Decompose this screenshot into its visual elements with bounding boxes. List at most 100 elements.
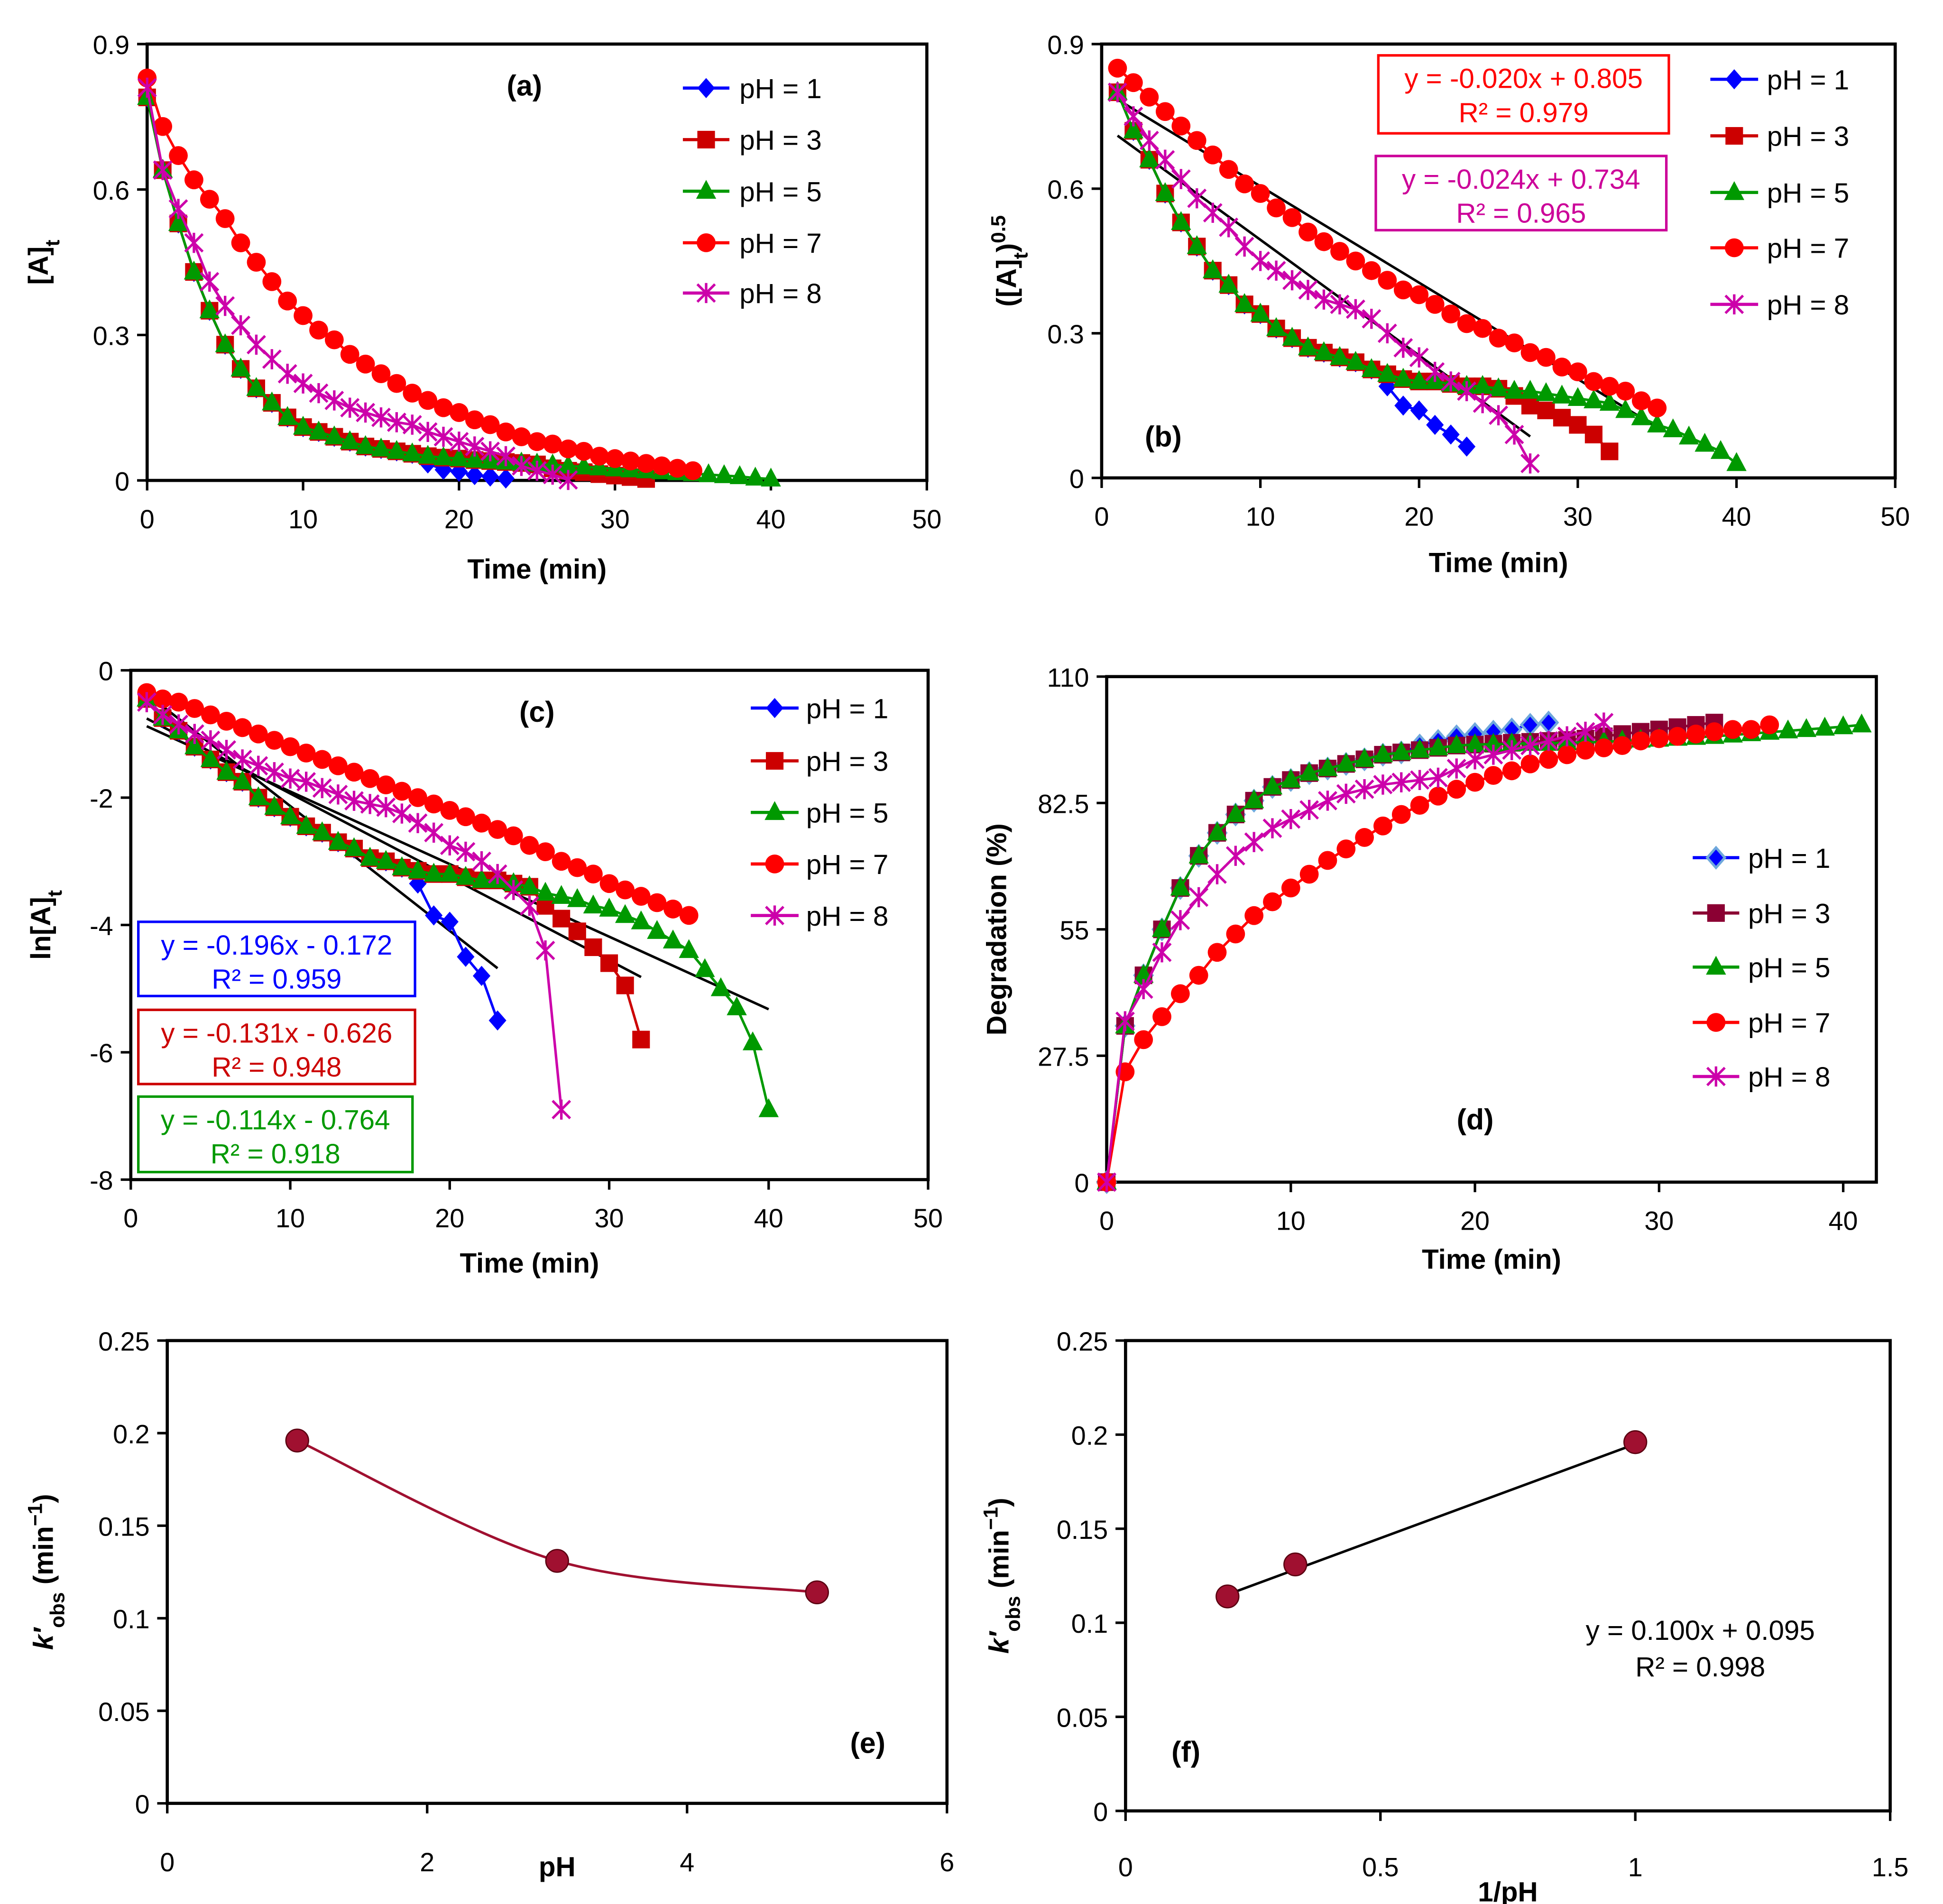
legend-label: pH = 3 [1767, 121, 1849, 152]
diamond-marker [497, 468, 515, 489]
circle-marker [185, 699, 204, 718]
y-tick-label: 0.6 [1047, 175, 1084, 204]
square-marker [1553, 409, 1571, 427]
legend-label: pH = 1 [806, 693, 888, 724]
star-marker [1115, 1011, 1135, 1031]
circle-marker [1108, 58, 1127, 78]
star-marker [1330, 294, 1350, 315]
diamond-marker [1410, 400, 1428, 421]
star-marker [371, 407, 391, 428]
circle-marker [663, 900, 682, 919]
circle-marker [440, 800, 460, 820]
triangle-marker [199, 299, 220, 319]
circle-marker [1520, 343, 1540, 362]
star-marker [293, 373, 313, 394]
star-marker [1282, 270, 1302, 291]
star-marker [387, 412, 406, 432]
star-marker [1425, 361, 1445, 382]
triangle-marker [216, 761, 237, 780]
y-axis-label-part: ) [984, 1498, 1015, 1507]
star-marker [340, 397, 360, 418]
x-tick-label: 4 [680, 1848, 694, 1877]
circle-marker [527, 432, 547, 451]
triangle-marker [1282, 327, 1302, 346]
x-tick-label: 50 [913, 1204, 943, 1233]
square-marker [697, 130, 715, 149]
equation-box [137, 920, 416, 997]
triangle-marker [296, 815, 316, 834]
triangle-marker [1464, 733, 1485, 753]
star-marker [1473, 393, 1492, 414]
panel-d: 0 10 20 30 40 0 27.5 55 82.5 110 Time (min) Degrada… [981, 663, 1878, 1275]
star-marker [232, 749, 252, 770]
circle-marker [1134, 1030, 1153, 1049]
legend-label: pH = 5 [739, 176, 821, 207]
star-marker [1225, 846, 1245, 866]
circle-marker [465, 410, 484, 430]
square-marker [600, 954, 618, 972]
triangle-marker [710, 977, 731, 996]
x-tick-label: 10 [288, 505, 318, 534]
legend-label: pH = 1 [1748, 843, 1830, 874]
y-tick-label: 82.5 [1038, 789, 1089, 819]
star-marker [488, 864, 507, 884]
triangle-marker [1314, 341, 1334, 360]
circle-marker [1355, 828, 1374, 847]
triangle-marker [1171, 211, 1191, 230]
star-marker [169, 714, 189, 735]
triangle-marker [1726, 452, 1747, 471]
equation-text: y = -0.196x - 0.172 [161, 930, 392, 961]
triangle-marker [1345, 350, 1366, 370]
star-marker [440, 835, 460, 855]
triangle-marker [1393, 368, 1414, 387]
triangle-marker [714, 464, 735, 483]
star-marker [558, 469, 578, 490]
circle-marker [278, 291, 297, 311]
x-tick-label: 30 [600, 505, 630, 534]
x-tick-label: 0 [1099, 1206, 1114, 1236]
circle-marker [1140, 87, 1159, 107]
y-axis-label: k′obs (min−1) [979, 1498, 1024, 1654]
legend-item: pH = 8 [682, 278, 822, 309]
y-tick-label: 0 [99, 657, 113, 686]
x-tick-label: 0.5 [1362, 1853, 1399, 1882]
star-marker [296, 772, 316, 792]
star-marker [392, 803, 412, 824]
circle-marker [652, 456, 672, 476]
square-marker [553, 910, 571, 928]
triangle-marker [1472, 375, 1493, 394]
circle-marker [1649, 729, 1669, 748]
triangle-marker [407, 859, 428, 879]
legend-item: pH = 7 [1693, 1008, 1830, 1039]
triangle-marker [583, 894, 604, 914]
circle-marker [1362, 261, 1381, 280]
star-marker [1170, 910, 1190, 930]
star-marker [1724, 294, 1744, 315]
circle-marker [568, 858, 587, 877]
y-tick-label: 0 [135, 1790, 150, 1819]
circle-marker [169, 692, 188, 712]
star-marker [1409, 347, 1429, 368]
triangle-marker [232, 770, 253, 790]
circle-marker [418, 391, 438, 410]
circle-marker [309, 321, 328, 340]
circle-marker [153, 690, 172, 708]
star-marker [1152, 942, 1172, 963]
x-axis-label: Time (min) [1429, 548, 1568, 579]
circle-marker [621, 451, 640, 471]
y-axis-label-part: 0.5 [987, 215, 1009, 243]
star-marker [360, 794, 380, 814]
triangle-marker [359, 846, 380, 866]
series-ph-5 [137, 688, 779, 1117]
star-marker [231, 315, 250, 336]
y-axis-label-part: k′ [984, 1630, 1015, 1654]
triangle-marker [1155, 182, 1176, 201]
x-tick-label: 30 [1644, 1206, 1674, 1236]
diamond-marker [466, 465, 484, 486]
triangle-marker [344, 837, 364, 856]
star-marker [1298, 280, 1318, 300]
circle-marker [668, 459, 687, 478]
circle-marker [265, 731, 284, 750]
star-marker [1504, 424, 1524, 445]
triangle-marker [264, 796, 285, 815]
